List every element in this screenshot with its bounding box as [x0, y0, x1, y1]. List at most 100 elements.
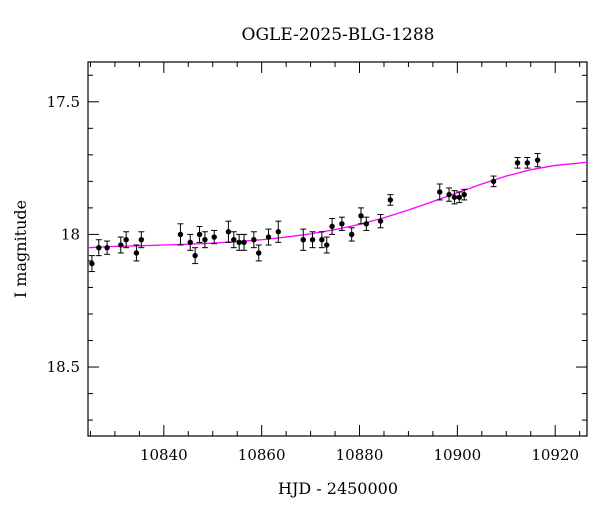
y-axis-label: I magnitude — [11, 200, 30, 298]
x-tick-label: 10840 — [140, 446, 188, 464]
data-point-marker — [446, 191, 452, 198]
x-tick-label: 10900 — [433, 446, 481, 464]
data-point — [177, 223, 184, 246]
chart-title: OGLE-2025-BLG-1288 — [242, 25, 435, 45]
data-point — [255, 244, 262, 262]
data-point — [338, 216, 345, 231]
data-point-marker — [339, 221, 345, 227]
data-point-marker — [251, 237, 257, 243]
data-point — [524, 156, 531, 169]
plot-frame — [87, 61, 588, 437]
data-point-marker — [461, 191, 467, 198]
y-axis-tick-labels: 17.5 18 18.5 — [47, 93, 80, 376]
data-point-marker — [265, 234, 272, 240]
data-point-marker — [437, 189, 443, 195]
data-point-marker — [118, 242, 124, 248]
data-point-marker — [89, 260, 95, 267]
x-axis-tick-labels: 10840 10860 10880 10900 10920 — [140, 446, 579, 464]
data-point-marker — [177, 231, 184, 238]
data-point-marker — [192, 252, 198, 259]
data-point-marker — [202, 237, 208, 243]
data-point — [300, 228, 307, 251]
x-tick-label: 10860 — [238, 446, 286, 464]
data-point-marker — [300, 237, 306, 243]
x-axis-label: HJD - 2450000 — [278, 479, 398, 498]
data-point — [275, 220, 282, 243]
data-point — [230, 231, 237, 249]
data-point-marker — [241, 239, 247, 246]
data-point-marker — [196, 231, 203, 238]
data-point — [357, 207, 364, 225]
data-point-marker — [377, 218, 384, 224]
data-point-marker — [358, 213, 364, 219]
data-point — [225, 220, 232, 243]
data-point-marker — [123, 237, 129, 243]
data-point — [387, 194, 394, 206]
data-point — [323, 236, 330, 254]
y-tick-label: 17.5 — [47, 93, 80, 111]
data-point — [138, 231, 145, 249]
y-tick-label: 18.5 — [47, 358, 80, 376]
data-point-marker — [309, 237, 316, 243]
data-point — [117, 236, 124, 254]
data-point — [377, 214, 384, 229]
data-point — [187, 233, 194, 251]
data-point — [250, 231, 257, 249]
data-point — [534, 153, 541, 168]
data-point-marker — [534, 157, 541, 163]
y-axis-ticks — [88, 74, 587, 421]
data-point-marker — [324, 242, 330, 248]
data-point — [104, 240, 111, 255]
data-point-marker — [456, 194, 463, 200]
data-point-marker — [138, 237, 145, 243]
data-points — [88, 153, 541, 273]
x-axis-ticks — [89, 62, 581, 436]
data-point-marker — [329, 223, 335, 230]
data-point — [196, 225, 203, 243]
data-point-marker — [187, 239, 193, 246]
data-point-marker — [490, 178, 497, 185]
data-point-marker — [348, 231, 355, 238]
data-point-marker — [275, 229, 282, 235]
data-point — [88, 255, 95, 273]
data-point-marker — [231, 237, 237, 243]
data-point — [514, 156, 521, 169]
data-point-marker — [96, 244, 102, 251]
data-point-marker — [387, 197, 394, 203]
data-point-marker — [319, 237, 325, 243]
data-point — [490, 175, 497, 188]
data-point — [436, 183, 443, 201]
data-point — [241, 233, 248, 251]
data-point-marker — [256, 250, 262, 256]
data-point-marker — [133, 250, 140, 256]
data-point — [461, 188, 468, 201]
data-point — [192, 247, 199, 265]
data-point-marker — [104, 244, 110, 251]
y-tick-label: 18 — [61, 225, 80, 243]
data-point — [265, 228, 272, 246]
data-point-marker — [211, 234, 217, 240]
data-point — [451, 190, 458, 205]
data-point — [348, 227, 355, 242]
data-point — [329, 217, 336, 235]
data-point-marker — [236, 239, 242, 246]
data-point — [236, 233, 243, 251]
data-point — [318, 231, 325, 249]
data-point-marker — [225, 229, 232, 235]
data-point — [456, 191, 463, 204]
data-point — [446, 187, 453, 202]
x-tick-label: 10880 — [336, 446, 384, 464]
data-point-marker — [363, 221, 370, 227]
data-point — [95, 239, 102, 257]
data-point — [201, 231, 208, 249]
data-point — [133, 244, 140, 262]
data-point — [363, 216, 370, 231]
x-tick-label: 10920 — [531, 446, 579, 464]
model-curve — [87, 161, 588, 249]
data-point-marker — [514, 160, 521, 166]
data-point-marker — [524, 160, 531, 166]
data-point — [211, 229, 218, 245]
data-point-marker — [451, 194, 458, 200]
data-point — [123, 231, 130, 249]
